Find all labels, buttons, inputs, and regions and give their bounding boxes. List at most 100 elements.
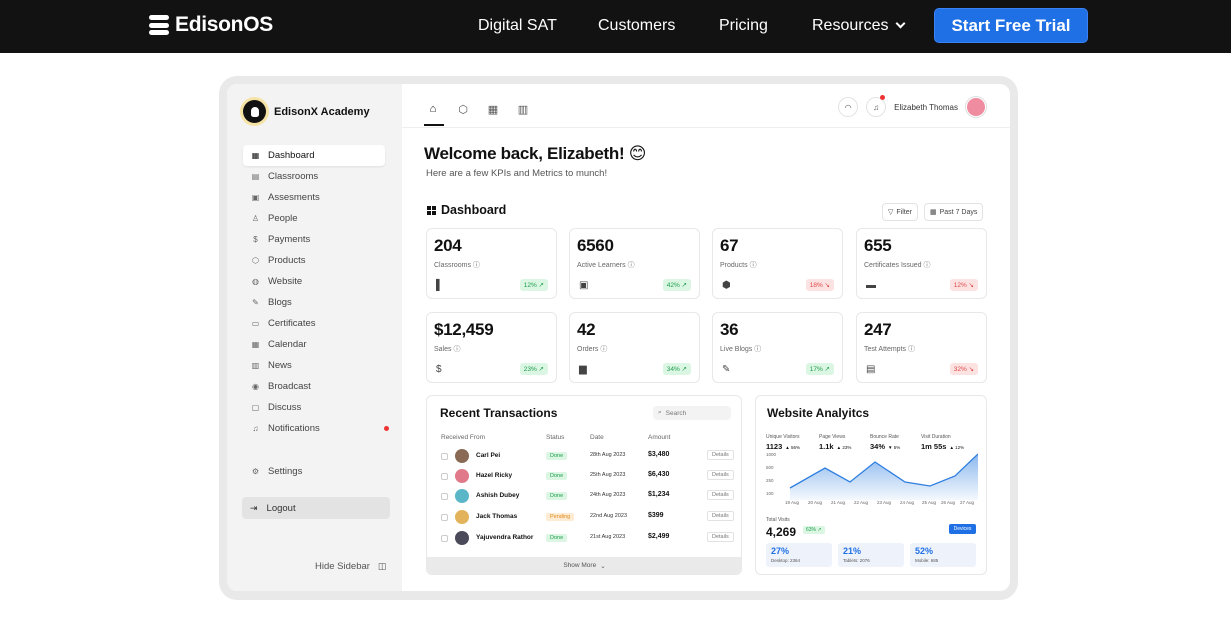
sender-name: Hazel Ricky — [476, 472, 513, 479]
kpi-card-certificates[interactable]: 655 Certificates Issued ⓘ ▬ 12% ↘ — [856, 228, 987, 299]
box-icon: ⬡ — [252, 256, 259, 265]
brand-logo[interactable]: EdisonOS — [149, 13, 273, 37]
kpi-card-orders[interactable]: 42 Orders ⓘ ▆ 34% ↗ — [569, 312, 700, 383]
y-tick-label: 100 — [766, 491, 774, 496]
sidebar-item-calendar[interactable]: ▦ Calendar — [243, 334, 385, 355]
table-row[interactable]: Jack Thomas Pending 22nd Aug 2023 $399 D… — [427, 508, 741, 528]
x-tick-label: 20 Aug — [808, 500, 823, 505]
device-stat-mobile: 52% Mobile: 685 — [910, 543, 976, 567]
sidebar-item-certificates[interactable]: ▭ Certificates — [243, 313, 385, 334]
start-free-trial-button[interactable]: Start Free Trial — [934, 8, 1088, 43]
sidebar-item-notifications[interactable]: ♫ Notifications — [243, 418, 389, 439]
sidebar-item-blogs[interactable]: ✎ Blogs — [243, 292, 385, 313]
sidebar-settings-wrap: ⚙ Settings — [243, 461, 385, 482]
area-line — [789, 453, 978, 489]
sidebar-item-label: Discuss — [268, 402, 302, 413]
dashboard-preview: EdisonX Academy ▦ Dashboard ▤ Classrooms ▣… — [227, 84, 1010, 591]
nav-link-pricing[interactable]: Pricing — [719, 17, 768, 34]
search-input[interactable]: ⌕ Search — [653, 406, 731, 420]
date-range-button[interactable]: ▦ Past 7 Days — [924, 203, 984, 221]
kpi-label: Products ⓘ — [720, 262, 757, 269]
kpi-value: 6560 — [577, 236, 614, 255]
status-badge: Done — [546, 534, 568, 542]
headset-icon[interactable]: ◠ — [838, 97, 859, 117]
devices-button[interactable]: Devices — [949, 524, 976, 534]
show-more-button[interactable]: Show More ⌄ — [427, 557, 741, 574]
sidebar-item-products[interactable]: ⬡ Products — [243, 250, 385, 271]
logo-icon — [149, 15, 169, 35]
nav-resources-dropdown[interactable]: Resources — [812, 17, 906, 35]
user-name[interactable]: Elizabeth Thomas — [894, 102, 958, 112]
x-tick-label: 21 Aug — [831, 500, 846, 505]
home-icon[interactable]: ⌂ — [429, 103, 437, 115]
top-navbar: EdisonOS Digital SAT Customers Pricing R… — [0, 0, 1231, 53]
sender-name: Yajuvendra Rathor — [476, 534, 534, 541]
details-button[interactable]: Details — [707, 511, 734, 521]
sender-name: Jack Thomas — [476, 513, 518, 520]
row-checkbox[interactable] — [441, 493, 448, 500]
transaction-amount: $2,499 — [648, 533, 670, 540]
kpi-card-products[interactable]: 67 Products ⓘ ⬢ 18% ↘ — [712, 228, 843, 299]
bag-icon: ▆ — [579, 364, 587, 375]
hide-sidebar-button[interactable]: Hide Sidebar ◫ — [315, 561, 386, 572]
status-badge: Pending — [546, 513, 575, 521]
row-checkbox[interactable] — [441, 535, 448, 542]
sidebar-item-discuss[interactable]: ▢ Discuss — [243, 397, 385, 418]
stats-icon[interactable]: ▥ — [517, 103, 529, 116]
sidebar-item-dashboard[interactable]: ▦ Dashboard — [243, 145, 385, 166]
kpi-card-live-blogs[interactable]: 36 Live Blogs ⓘ ✎ 17% ↗ — [712, 312, 843, 383]
kpi-card-sales[interactable]: $12,459 Sales ⓘ $ 23% ↗ — [426, 312, 557, 383]
table-row[interactable]: Ashish Dubey Done 24th Aug 2023 $1,234 D… — [427, 487, 741, 507]
details-button[interactable]: Details — [707, 490, 734, 500]
status-badge: Done — [546, 452, 568, 460]
stat-label: Visit Duration — [921, 434, 951, 440]
table-row[interactable]: Yajuvendra Rathor Done 21st Aug 2023 $2,… — [427, 529, 741, 549]
sidebar-item-website[interactable]: ◍ Website — [243, 271, 385, 292]
sidebar-item-broadcast[interactable]: ◉ Broadcast — [243, 376, 385, 397]
nav-link-digital-sat[interactable]: Digital SAT — [478, 17, 557, 34]
box-icon: ⬢ — [722, 280, 731, 291]
y-tick-label: 1000 — [766, 452, 777, 457]
details-button[interactable]: Details — [707, 470, 734, 480]
table-row[interactable]: Hazel Ricky Done 25th Aug 2023 $6,430 De… — [427, 467, 741, 487]
sidebar-item-news[interactable]: ▥ News — [243, 355, 385, 376]
stat-value: 34% ▼ 5% — [870, 442, 901, 451]
kpi-card-active-learners[interactable]: 6560 Active Learners ⓘ ▣ 42% ↗ — [569, 228, 700, 299]
avatar[interactable] — [966, 97, 986, 117]
sidebar-item-people[interactable]: ♙ People — [243, 208, 385, 229]
row-checkbox[interactable] — [441, 473, 448, 480]
transaction-date: 24th Aug 2023 — [590, 492, 626, 498]
details-button[interactable]: Details — [707, 532, 734, 542]
sidebar-item-settings[interactable]: ⚙ Settings — [243, 461, 385, 482]
row-checkbox[interactable] — [441, 514, 448, 521]
main-content: ⌂ ⬡ ▦ ▥ ◠ ♫ Elizabeth Thomas Welcome bac… — [402, 84, 1010, 591]
hide-sidebar-label: Hide Sidebar — [315, 561, 370, 572]
details-button[interactable]: Details — [707, 450, 734, 460]
sidebar-item-payments[interactable]: $ Payments — [243, 229, 385, 250]
sidebar-item-assesments[interactable]: ▣ Assesments — [243, 187, 385, 208]
cube-icon[interactable]: ⬡ — [458, 103, 468, 116]
panel-title: Website Analyitcs — [767, 406, 870, 420]
calendar-icon: ▦ — [251, 340, 260, 349]
filter-button[interactable]: ▽ Filter — [882, 203, 918, 221]
bell-icon[interactable]: ♫ — [866, 95, 887, 117]
nav-link-customers[interactable]: Customers — [598, 17, 676, 34]
filter-label: Filter — [896, 208, 912, 216]
kpi-label: Orders ⓘ — [577, 346, 608, 353]
logout-button[interactable]: ⇥ Logout — [242, 497, 390, 519]
apps-icon[interactable]: ▦ — [487, 103, 499, 116]
kpi-value: 247 — [864, 320, 892, 339]
kpi-card-classrooms[interactable]: 204 Classrooms ⓘ ▌ 12% ↗ — [426, 228, 557, 299]
sender-name: Carl Pei — [476, 452, 501, 459]
trend-badge: 18% ↘ — [805, 279, 834, 291]
table-row[interactable]: Carl Pei Done 28th Aug 2023 $3,480 Detai… — [427, 447, 741, 467]
stat-value: 1123 ▲ 56% — [766, 442, 800, 451]
row-checkbox[interactable] — [441, 453, 448, 460]
panel-title: Recent Transactions — [440, 406, 558, 420]
kpi-card-test-attempts[interactable]: 247 Test Attempts ⓘ ▤ 32% ↘ — [856, 312, 987, 383]
classroom-icon: ▤ — [251, 172, 260, 181]
page-subtitle: Here are a few KPIs and Metrics to munch… — [426, 168, 608, 179]
transaction-date: 21st Aug 2023 — [590, 534, 626, 540]
website-analytics-panel: Website Analyitcs Unique Visitors 1123 ▲ … — [755, 395, 987, 575]
sidebar-item-classrooms[interactable]: ▤ Classrooms — [243, 166, 385, 187]
